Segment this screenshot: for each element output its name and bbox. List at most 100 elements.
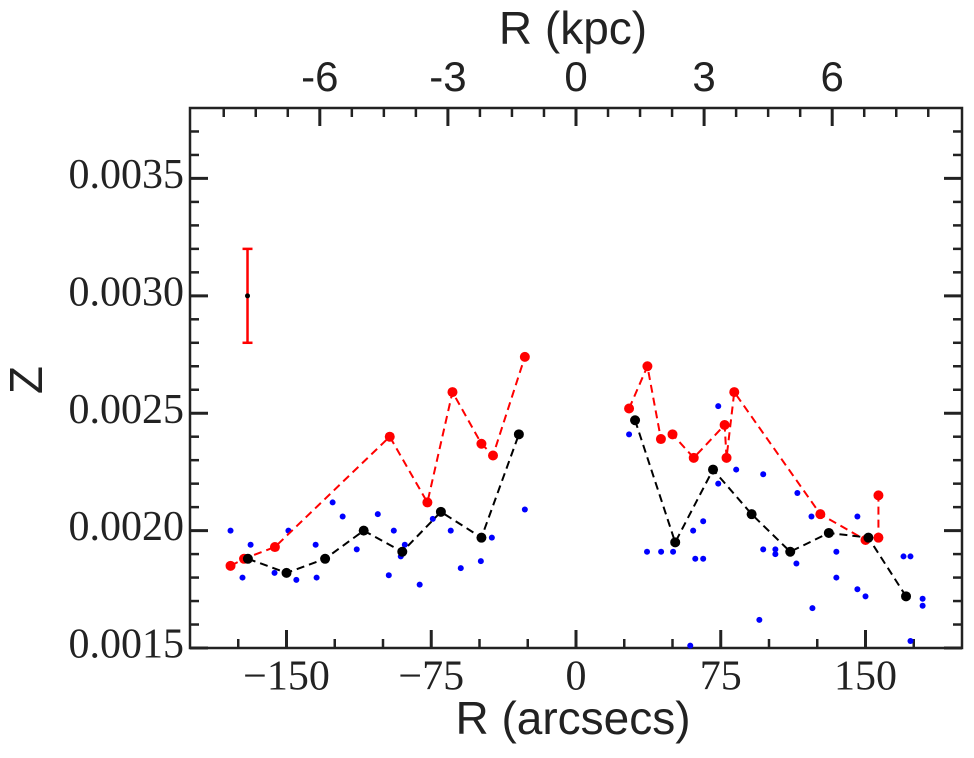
data-point bbox=[700, 518, 707, 525]
data-point bbox=[624, 403, 635, 414]
data-point bbox=[808, 513, 815, 520]
x-tick-label: −150 bbox=[243, 654, 330, 700]
data-point bbox=[833, 574, 840, 581]
data-point bbox=[429, 515, 436, 522]
data-point bbox=[721, 452, 732, 463]
data-point bbox=[873, 490, 884, 501]
data-point bbox=[397, 546, 408, 557]
x2-tick-label: 0 bbox=[564, 53, 587, 100]
data-point bbox=[401, 541, 408, 548]
data-point bbox=[809, 605, 816, 612]
y-tick-label: 0.0035 bbox=[69, 152, 185, 198]
y-tick-label: 0.0015 bbox=[69, 622, 185, 668]
data-point bbox=[729, 387, 740, 398]
data-point bbox=[626, 431, 633, 438]
data-point bbox=[247, 541, 254, 548]
data-point bbox=[477, 558, 484, 565]
data-point bbox=[919, 602, 926, 609]
data-point bbox=[692, 555, 699, 562]
data-point bbox=[271, 569, 278, 576]
data-point bbox=[320, 553, 331, 564]
data-point bbox=[293, 576, 300, 583]
x-tick-label: −75 bbox=[398, 654, 464, 700]
x2-tick-label: 3 bbox=[692, 53, 715, 100]
data-point bbox=[353, 546, 360, 553]
data-point bbox=[488, 534, 495, 541]
data-point bbox=[854, 586, 861, 593]
data-point bbox=[339, 513, 346, 520]
data-point bbox=[358, 525, 369, 536]
data-point bbox=[422, 497, 433, 508]
data-point bbox=[457, 565, 464, 572]
data-point bbox=[794, 490, 801, 497]
data-point bbox=[476, 438, 487, 449]
data-point bbox=[772, 551, 779, 558]
data-point bbox=[719, 419, 730, 430]
x-axis-label: R (arcsecs) bbox=[455, 692, 690, 744]
y-tick-label: 0.0025 bbox=[69, 387, 185, 433]
data-point bbox=[416, 581, 423, 588]
data-point bbox=[700, 555, 707, 562]
data-point bbox=[670, 548, 677, 555]
data-point bbox=[384, 431, 395, 442]
data-point bbox=[667, 429, 678, 440]
data-point bbox=[746, 509, 757, 520]
data-point bbox=[854, 513, 861, 520]
data-point bbox=[785, 546, 796, 557]
data-point bbox=[658, 548, 665, 555]
data-point bbox=[329, 499, 336, 506]
data-point bbox=[313, 574, 320, 581]
x-tick-label: 75 bbox=[700, 654, 742, 700]
data-point bbox=[919, 595, 926, 602]
data-point bbox=[760, 546, 767, 553]
data-point bbox=[733, 466, 740, 473]
data-point bbox=[823, 527, 834, 538]
data-point bbox=[715, 403, 722, 410]
data-point bbox=[873, 532, 884, 543]
error-point bbox=[245, 293, 251, 299]
data-point bbox=[687, 642, 694, 649]
x2-tick-label: 6 bbox=[821, 53, 844, 100]
data-point bbox=[833, 548, 840, 555]
x2-tick-label: -6 bbox=[301, 53, 338, 100]
data-point bbox=[690, 527, 697, 534]
data-point bbox=[688, 452, 699, 463]
data-point bbox=[670, 537, 681, 548]
x-tick-label: 150 bbox=[834, 654, 897, 700]
data-point bbox=[242, 553, 253, 564]
data-point bbox=[715, 480, 722, 487]
x-tick-label: 0 bbox=[566, 654, 587, 700]
data-point bbox=[488, 450, 499, 461]
data-point bbox=[644, 548, 651, 555]
data-point bbox=[447, 527, 454, 534]
data-point bbox=[900, 553, 907, 560]
data-point bbox=[225, 560, 236, 571]
data-point bbox=[760, 471, 767, 478]
data-point bbox=[907, 553, 914, 560]
data-point bbox=[630, 415, 641, 426]
data-point bbox=[772, 546, 779, 553]
data-point bbox=[390, 527, 397, 534]
y-axis-label: Z bbox=[0, 366, 52, 394]
data-point bbox=[521, 506, 528, 513]
data-point bbox=[447, 387, 458, 398]
data-point bbox=[862, 593, 869, 600]
plot-frame bbox=[188, 106, 964, 650]
data-point bbox=[519, 351, 530, 362]
x2-axis-label: R (kpc) bbox=[499, 2, 647, 54]
data-point bbox=[239, 574, 246, 581]
x2-tick-label: -3 bbox=[429, 53, 466, 100]
data-point bbox=[907, 637, 914, 644]
data-point bbox=[281, 567, 292, 578]
data-point bbox=[269, 542, 280, 553]
data-point bbox=[312, 541, 319, 548]
data-point bbox=[901, 591, 912, 602]
data-point bbox=[642, 361, 653, 372]
data-point bbox=[374, 511, 381, 518]
data-point bbox=[815, 509, 826, 520]
y-tick-label: 0.0020 bbox=[69, 504, 185, 550]
data-point bbox=[227, 527, 234, 534]
data-point bbox=[476, 532, 487, 543]
data-point bbox=[756, 616, 763, 623]
